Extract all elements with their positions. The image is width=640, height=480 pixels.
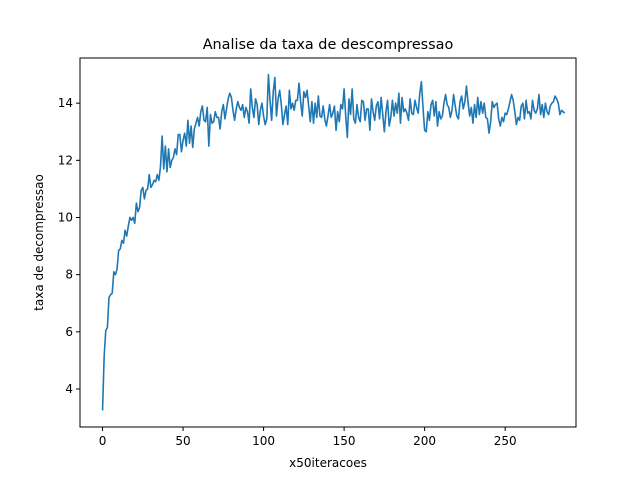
y-tick-label: 14: [58, 96, 73, 110]
y-tick-label: 10: [58, 210, 73, 224]
plot-frame: [79, 57, 577, 428]
x-tick-label: 0: [99, 434, 107, 448]
y-tick-label: 12: [58, 153, 73, 167]
x-tick-label: 200: [413, 434, 436, 448]
x-tick-label: 150: [333, 434, 356, 448]
y-tick-label: 6: [65, 325, 73, 339]
y-axis: 4 6 8 10 12 14: [58, 96, 80, 396]
x-tick-label: 50: [175, 434, 190, 448]
y-axis-title: taxa de decompressao: [32, 174, 46, 311]
x-axis-title: x50iteracoes: [289, 456, 367, 470]
x-axis: 0 50 100 150 200 250: [99, 427, 517, 448]
chart-title: Analise da taxa de descompressao: [203, 37, 454, 53]
x-tick-label: 250: [494, 434, 517, 448]
plot-area: [101, 73, 566, 411]
y-tick-label: 8: [65, 268, 73, 282]
series-line-1: [101, 73, 566, 411]
y-tick-label: 4: [65, 382, 73, 396]
x-tick-label: 100: [252, 434, 275, 448]
